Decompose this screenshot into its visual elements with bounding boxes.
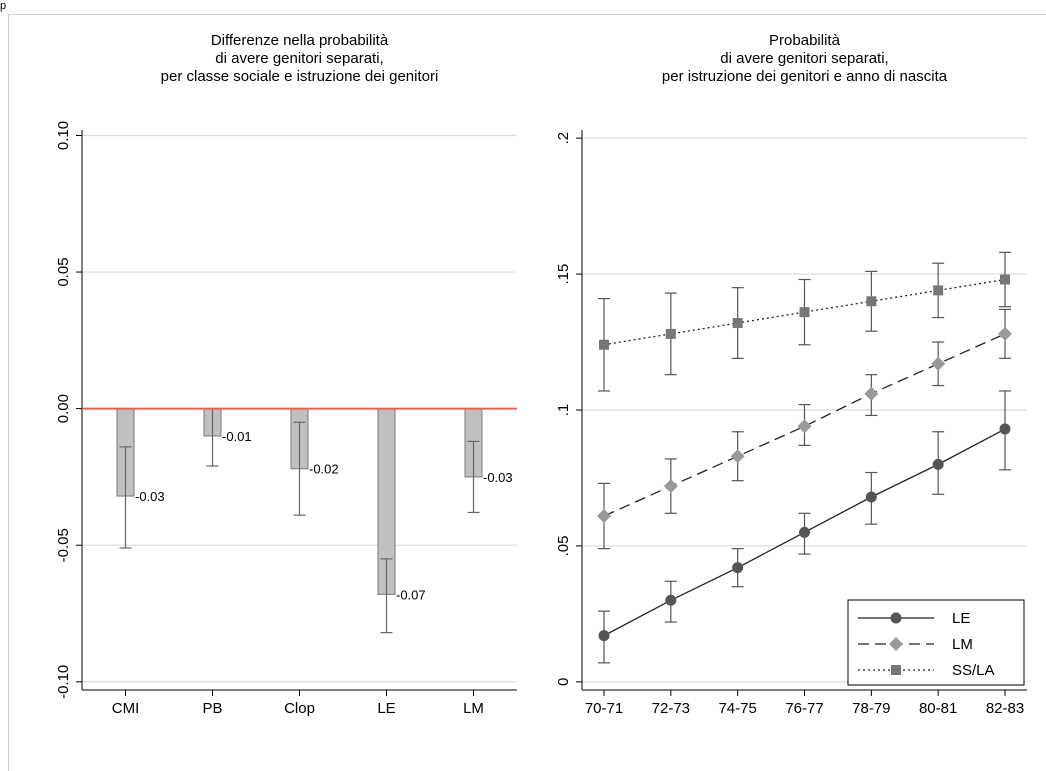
legend-marker	[889, 637, 903, 651]
legend-marker	[891, 665, 901, 675]
figure-frame	[8, 14, 1046, 771]
data-point	[797, 419, 812, 434]
data-point	[598, 630, 610, 642]
chart-title-line: di avere genitori separati,	[720, 50, 888, 67]
series-ss-la	[598, 251, 1011, 392]
x-tick-label: 74-75	[718, 700, 756, 717]
data-point	[663, 479, 678, 494]
chart-title-line: Probabilità	[769, 32, 841, 49]
y-tick-label: -0.05	[55, 528, 72, 562]
x-tick-label: LM	[463, 700, 484, 717]
y-tick-label: 0.10	[55, 121, 72, 150]
x-tick-label: 80-81	[919, 700, 957, 717]
data-point	[931, 356, 946, 371]
data-label: -0.03	[135, 489, 165, 504]
x-tick-label: 70-71	[585, 700, 623, 717]
x-tick-label: 76-77	[785, 700, 823, 717]
data-point	[597, 509, 611, 524]
data-point	[864, 386, 879, 401]
data-point	[732, 318, 743, 329]
x-tick-label: Clop	[284, 700, 315, 717]
y-tick-label: .05	[555, 535, 572, 556]
data-point	[865, 491, 877, 503]
data-point	[665, 328, 676, 339]
series-lm	[597, 308, 1012, 550]
data-point	[665, 594, 677, 606]
legend-label: SS/LA	[952, 662, 995, 679]
data-point	[599, 339, 609, 350]
x-tick-label: 78-79	[852, 700, 890, 717]
y-tick-label: .2	[555, 132, 572, 145]
data-label: -0.03	[483, 470, 513, 485]
chart-title-line: Differenze nella probabilità	[211, 32, 389, 49]
data-label: -0.02	[309, 462, 339, 477]
y-tick-label: 0.05	[55, 257, 72, 286]
chart-title-line: di avere genitori separati,	[215, 50, 383, 67]
data-point	[998, 326, 1012, 341]
series-le	[598, 390, 1011, 664]
legend-label: LE	[952, 610, 970, 627]
data-point	[732, 562, 744, 574]
chart-title-line: per istruzione dei genitori e anno di na…	[662, 68, 948, 85]
x-tick-label: LE	[377, 700, 395, 717]
data-label: -0.01	[222, 429, 252, 444]
x-tick-label: PB	[202, 700, 222, 717]
data-point	[799, 307, 810, 318]
chart-title-line: per classe sociale e istruzione dei geni…	[161, 68, 439, 85]
page-label: p	[0, 0, 7, 12]
data-point	[1000, 274, 1010, 285]
data-point	[999, 423, 1011, 435]
data-point	[799, 526, 810, 538]
y-tick-label: -0.10	[55, 665, 72, 699]
legend-box	[847, 599, 1025, 686]
x-tick-label: 82-83	[986, 700, 1024, 717]
data-point	[866, 296, 877, 307]
y-tick-label: 0.00	[55, 394, 72, 423]
y-tick-label: .1	[555, 404, 572, 417]
data-point	[730, 449, 745, 464]
data-point	[933, 285, 944, 296]
legend-marker	[890, 612, 902, 624]
data-label: -0.07	[396, 587, 426, 602]
y-tick-label: 0	[555, 678, 572, 686]
y-tick-label: .15	[555, 264, 572, 285]
legend-label: LM	[952, 636, 973, 653]
x-tick-label: 72-73	[652, 700, 690, 717]
x-tick-label: CMI	[112, 700, 140, 717]
legend: LE LM SS/LA	[847, 599, 1025, 686]
data-point	[932, 458, 944, 470]
